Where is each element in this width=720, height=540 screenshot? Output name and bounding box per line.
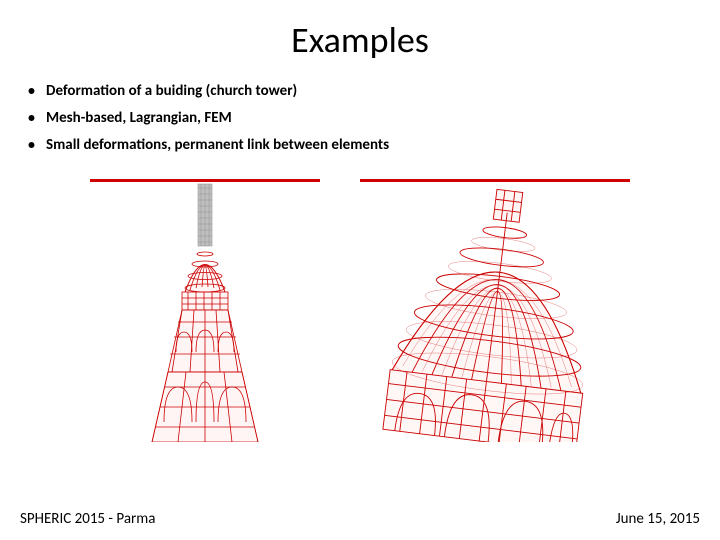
footer-right: June 15, 2015 (616, 510, 700, 528)
dome-mesh-icon (360, 182, 630, 442)
bullet-item: Deformation of a buiding (church tower) (28, 78, 700, 105)
bullet-list: Deformation of a buiding (church tower) … (0, 72, 720, 159)
figure-tower-undeformed (90, 179, 320, 439)
bullet-item: Mesh-based, Lagrangian, FEM (28, 105, 700, 132)
footer-left: SPHERIC 2015 - Parma (20, 510, 155, 528)
slide-footer: SPHERIC 2015 - Parma June 15, 2015 (0, 510, 720, 528)
figure-row (0, 179, 720, 439)
bullet-item: Small deformations, permanent link betwe… (28, 132, 700, 159)
tower-mesh-icon (90, 182, 320, 442)
slide-title: Examples (0, 0, 720, 72)
figure-dome-deformed (360, 179, 630, 439)
